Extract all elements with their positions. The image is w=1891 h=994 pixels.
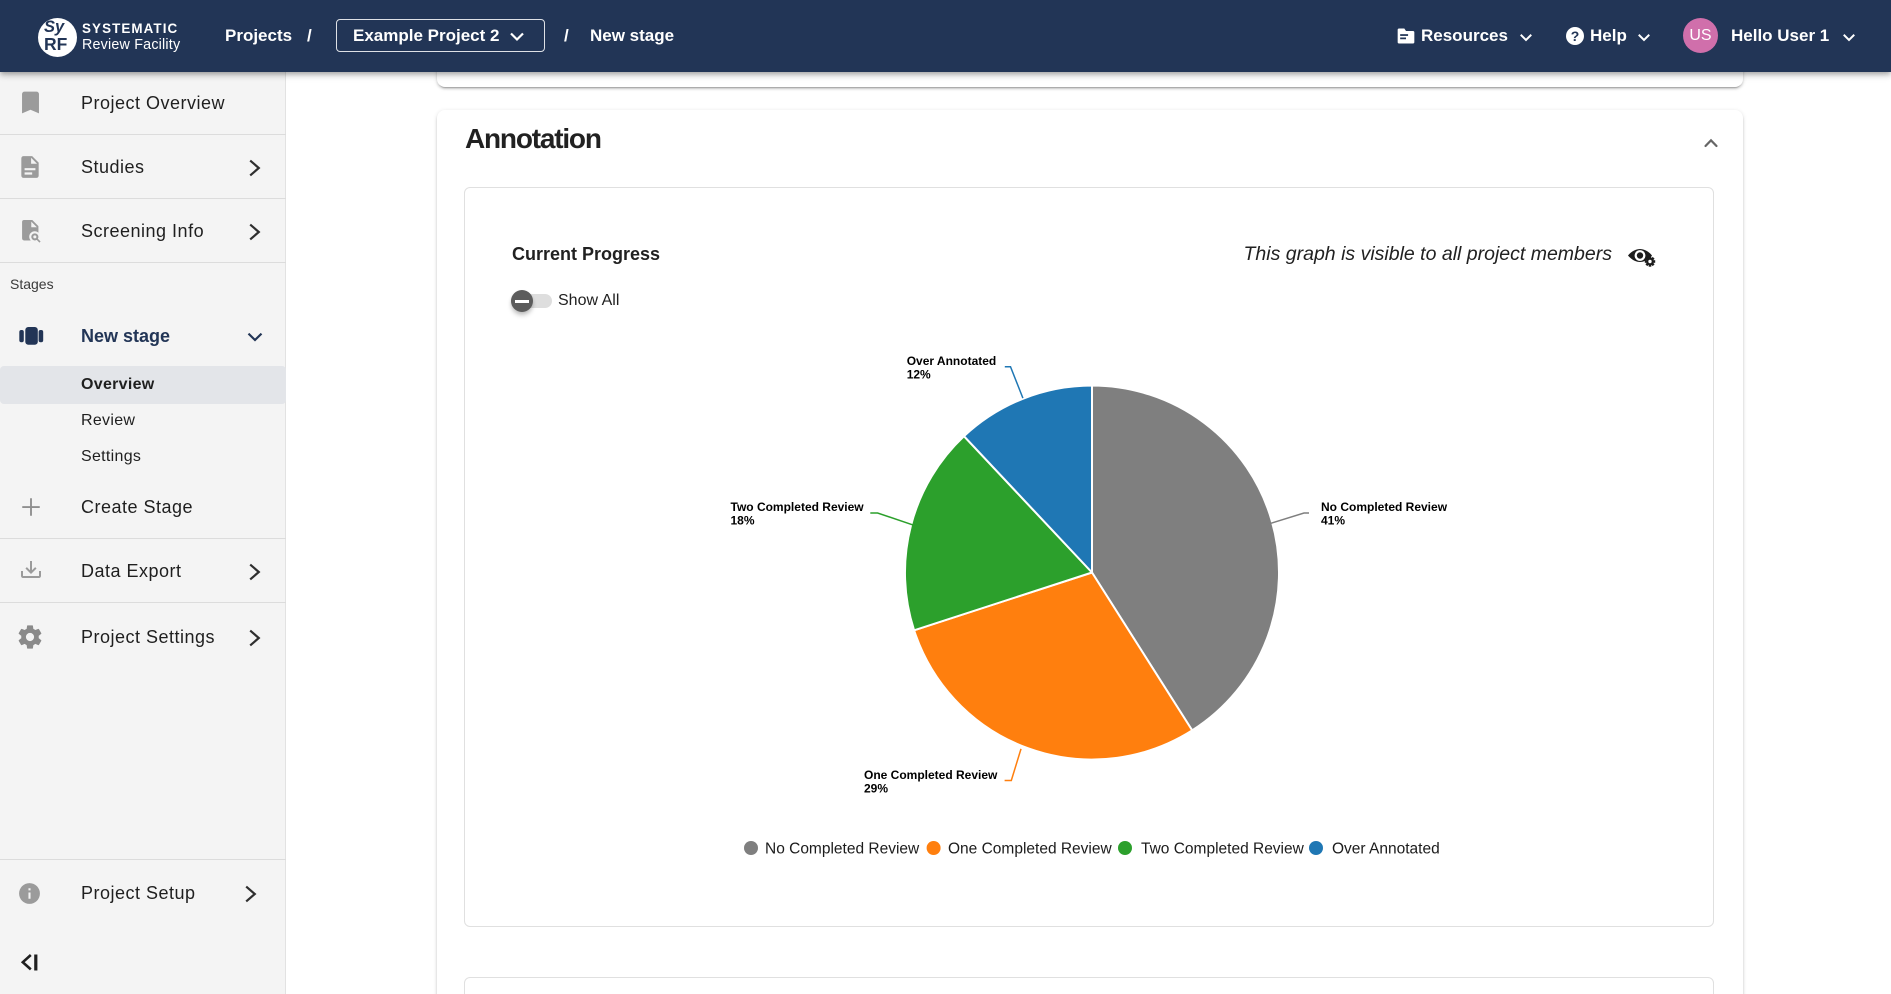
svg-text:Two Completed Review: Two Completed Review [1141, 841, 1305, 858]
svg-text:One Completed Review: One Completed Review [864, 768, 998, 782]
svg-text:41%: 41% [1321, 513, 1345, 527]
svg-text:29%: 29% [864, 781, 888, 795]
svg-text:Over Annotated: Over Annotated [1332, 841, 1440, 858]
svg-text:One Completed Review: One Completed Review [948, 841, 1112, 858]
svg-text:No Completed Review: No Completed Review [1321, 500, 1448, 514]
svg-text:18%: 18% [731, 513, 755, 527]
svg-text:Over Annotated: Over Annotated [907, 354, 997, 368]
svg-text:Two Completed Review: Two Completed Review [731, 500, 865, 514]
svg-text:12%: 12% [907, 367, 931, 381]
svg-text:No Completed Review: No Completed Review [765, 841, 920, 858]
